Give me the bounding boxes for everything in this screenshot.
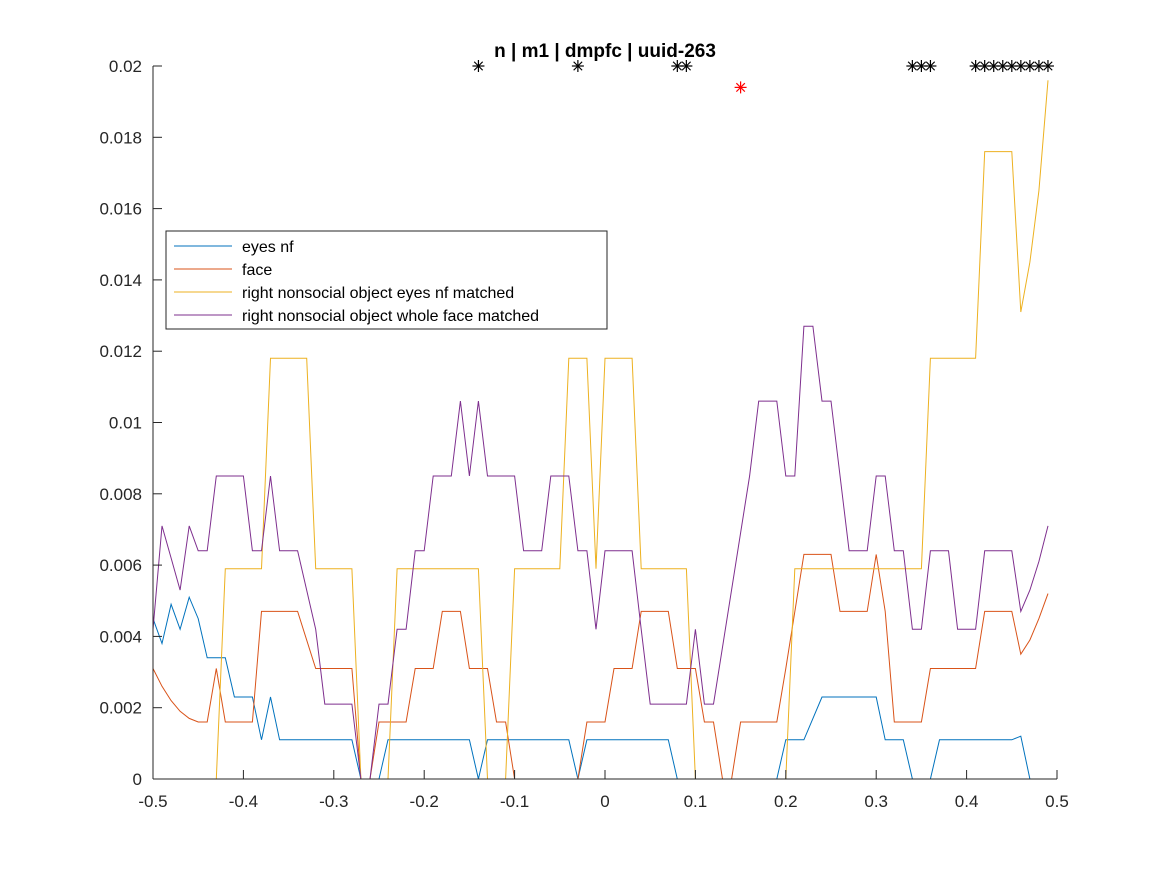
y-tick-label-5: 0.01 [109,414,142,433]
y-tick-label-7: 0.014 [99,271,142,290]
y-tick-label-2: 0.004 [99,627,142,646]
y-ticks: 0 0.002 0.004 0.006 0.008 0.01 0.012 0.014 0.016… [99,57,162,789]
x-tick-label-9: 0.4 [955,792,979,811]
chart-title: n | m1 | dmpfc | uuid-263 [494,41,716,62]
legend-label-0: eyes nf [242,239,294,256]
significance-marker-0-1 [571,60,584,72]
significance-marker-0-15 [1041,60,1054,72]
x-tick-label-10: 0.5 [1045,792,1069,811]
significance-markers [472,60,1054,94]
x-tick-label-6: 0.1 [684,792,708,811]
significance-marker-0-12 [1014,60,1027,72]
plot-area [153,66,1057,779]
y-tick-label-3: 0.006 [99,556,142,575]
significance-marker-0-9 [987,60,1000,72]
legend-entries: eyes nf face right nonsocial object eyes n… [174,239,539,325]
y-tick-label-1: 0.002 [99,699,142,718]
legend-label-3: right nonsocial object whole face matche… [242,308,539,325]
series-line-1 [152,553,1049,780]
series-layer [152,80,1049,780]
series-line-2 [153,80,1049,780]
x-tick-label-1: -0.4 [229,792,258,811]
legend-label-1: face [242,262,272,279]
x-tick-label-7: 0.2 [774,792,798,811]
y-tick-label-6: 0.012 [99,342,142,361]
x-tick-label-5: 0 [600,792,609,811]
series-line-0 [152,595,1048,780]
significance-marker-0-5 [915,60,928,72]
x-tick-label-2: -0.3 [319,792,348,811]
significance-marker-0-4 [906,60,919,72]
x-tick-label-3: -0.2 [410,792,439,811]
x-tick-label-0: -0.5 [138,792,167,811]
x-ticks: -0.5 -0.4 -0.3 -0.2 -0.1 0 0.1 0.2 0.3 0.4 0.5 [138,770,1069,811]
legend: eyes nf face right nonsocial object eyes n… [165,230,608,330]
y-tick-label-8: 0.016 [99,200,142,219]
significance-marker-0-3 [680,60,693,72]
y-tick-label-10: 0.02 [109,57,142,76]
significance-marker-0-6 [924,60,937,72]
x-tick-label-4: -0.1 [500,792,529,811]
y-tick-label-4: 0.008 [99,485,142,504]
y-tick-label-9: 0.018 [99,128,142,147]
significance-marker-0-7 [969,60,982,72]
legend-label-2: right nonsocial object eyes nf matched [242,285,514,302]
y-tick-label-0: 0 [133,770,142,789]
significance-marker-1-0 [734,81,747,94]
legend-box [165,230,608,330]
significance-marker-0-0 [472,60,485,72]
series-line-3 [152,325,1049,780]
x-tick-label-8: 0.3 [864,792,888,811]
